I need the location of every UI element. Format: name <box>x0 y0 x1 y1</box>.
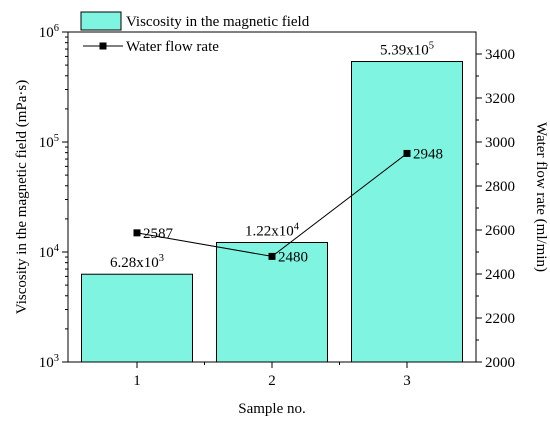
x-tick-label: 1 <box>133 373 141 389</box>
x-tick-label: 3 <box>403 373 411 389</box>
legend: Viscosity in the magnetic field Water flo… <box>80 11 310 55</box>
line-layer <box>133 149 411 260</box>
left-tick-label: 103 <box>39 353 59 371</box>
right-tick-label: 2000 <box>485 355 515 371</box>
bar-sample-2 <box>216 242 328 363</box>
axes-layer: 103 104 105 106 2000 2200 2400 2600 2800 3000 3200… <box>14 23 549 417</box>
left-axis-title: Viscosity in the magnetic field (mPa·s) <box>14 80 30 314</box>
bar-value-label: 6.28x103 <box>110 253 164 271</box>
bar-sample-3 <box>351 61 463 363</box>
water-flow-point <box>403 149 411 157</box>
legend-bar-label: Viscosity in the magnetic field <box>126 14 310 30</box>
water-flow-label: 2948 <box>413 146 443 162</box>
legend-bar-swatch <box>80 11 122 31</box>
water-flow-point <box>133 229 141 237</box>
water-flow-point <box>268 252 276 260</box>
labels-layer: 6.28x103 1.22x104 5.39x105 2587 2480 2948 <box>110 41 443 272</box>
bar-value-label: 5.39x105 <box>380 41 434 59</box>
right-tick-label: 3000 <box>485 135 515 151</box>
x-axis-title: Sample no. <box>238 401 306 417</box>
left-tick-label: 105 <box>39 133 59 151</box>
water-flow-label: 2480 <box>278 249 308 265</box>
right-tick-label: 2800 <box>485 179 515 195</box>
legend-line-marker <box>99 42 107 50</box>
bar-sample-1 <box>81 273 193 363</box>
right-tick-label: 3200 <box>485 91 515 107</box>
x-tick-label: 2 <box>268 373 276 389</box>
left-tick-label: 104 <box>39 243 60 261</box>
bar-value-label: 1.22x104 <box>245 222 300 240</box>
bars-layer <box>81 61 463 363</box>
legend-line-label: Water flow rate <box>126 39 219 55</box>
left-tick-label: 106 <box>39 23 59 41</box>
right-tick-label: 2400 <box>485 267 515 283</box>
right-tick-label: 2200 <box>485 311 515 327</box>
right-tick-label: 2600 <box>485 223 515 239</box>
right-tick-label: 3400 <box>485 47 515 63</box>
water-flow-label: 2587 <box>143 226 174 242</box>
right-axis-title: Water flow rate (ml/min) <box>533 122 549 272</box>
